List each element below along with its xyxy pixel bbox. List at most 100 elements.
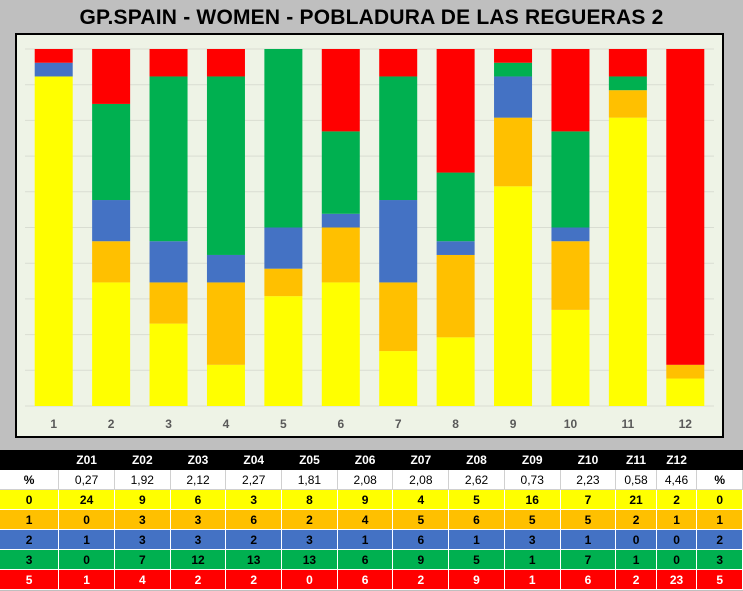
table-cell: 5 — [504, 509, 561, 530]
table-cell: 2 — [281, 509, 338, 530]
bar-segment — [436, 241, 475, 255]
table-cell: 6 — [392, 529, 450, 550]
table-cell: 16 — [504, 489, 561, 510]
table-cell: 0,27 — [58, 469, 115, 490]
bar-segment — [92, 49, 131, 104]
bar-segment — [379, 200, 418, 283]
score-table: Z01 Z02 Z03 Z04 Z05 Z06 Z07 Z08 Z09 Z10 Z11 Z12% 0,2… — [0, 450, 743, 590]
table-cell — [696, 450, 743, 470]
bar-segment — [206, 49, 245, 77]
table-cell: 1 — [560, 529, 617, 550]
table-cell: 4 — [337, 509, 394, 530]
table-cell: Z02 — [114, 450, 171, 470]
bar-segment — [608, 90, 647, 118]
bar-segment — [321, 213, 360, 228]
table-cell: 0,73 — [504, 469, 561, 490]
bar-segment — [321, 131, 360, 214]
table-cell: 1 — [504, 549, 561, 570]
table-cell: 4,46 — [656, 469, 698, 490]
table-cell: Z05 — [281, 450, 338, 470]
bar-segment — [321, 282, 360, 406]
bar-segment — [92, 241, 131, 283]
table-cell: 9 — [114, 489, 171, 510]
bar-segment — [34, 49, 73, 63]
bar-segment — [379, 282, 418, 352]
table-cell: Z08 — [448, 450, 505, 470]
table-cell — [0, 450, 60, 470]
bar-segment — [321, 227, 360, 283]
bar-segment — [551, 309, 590, 406]
bar-segment — [436, 49, 475, 173]
table-cell: 7 — [560, 549, 617, 570]
x-tick-label: 2 — [108, 417, 115, 431]
table-cell: 1,92 — [114, 469, 171, 490]
x-tick-label: 3 — [165, 417, 172, 431]
table-cell: 5 — [0, 569, 60, 590]
table-cell: 2,62 — [448, 469, 505, 490]
table-cell: Z11 — [615, 450, 657, 470]
x-tick-label: 12 — [679, 417, 693, 431]
table-cell: 3 — [281, 529, 338, 550]
x-tick-label: 8 — [452, 417, 459, 431]
bar-segment — [666, 378, 705, 406]
table-cell: 2,12 — [170, 469, 227, 490]
table-cell: 2 — [696, 529, 743, 550]
table-cell: 1 — [58, 569, 115, 590]
bar-segment — [551, 49, 590, 132]
table-cell: 5 — [392, 509, 450, 530]
x-tick-label: 7 — [395, 417, 402, 431]
x-tick-label: 4 — [223, 417, 230, 431]
bar-segment — [92, 103, 131, 201]
table-cell: 3 — [225, 489, 283, 510]
table-row: 5 1 4 2 2 0 6 2 9 1 6 2 23 5 — [0, 569, 743, 590]
table-cell: 2 — [170, 569, 227, 590]
bar-segment — [264, 268, 303, 297]
table-cell: 2 — [656, 489, 698, 510]
bar-segment — [436, 254, 475, 338]
table-cell: 6 — [225, 509, 283, 530]
table-cell: 2 — [0, 529, 60, 550]
table-cell: 4 — [114, 569, 171, 590]
table-cell: Z01 — [58, 450, 115, 470]
bar-segment — [206, 76, 245, 255]
table-cell: 2 — [225, 529, 283, 550]
bar-segment — [666, 49, 705, 365]
table-cell: Z09 — [504, 450, 561, 470]
bar-segment — [608, 76, 647, 91]
x-tick-label: 6 — [337, 417, 344, 431]
table-cell: 1 — [696, 509, 743, 530]
table-cell: 3 — [0, 549, 60, 570]
table-cell: 2 — [615, 509, 657, 530]
bar-segment — [666, 364, 705, 379]
bar-segment — [92, 282, 131, 406]
table-cell: 2 — [615, 569, 657, 590]
bar-segment — [379, 49, 418, 77]
table-cell: 0 — [656, 529, 698, 550]
bar-segment — [494, 117, 533, 187]
table-cell: Z04 — [225, 450, 283, 470]
table-cell: 0 — [281, 569, 338, 590]
table-cell: Z12 — [656, 450, 698, 470]
table-cell: 2 — [225, 569, 283, 590]
table-cell: % — [0, 469, 60, 490]
table-cell: 3 — [504, 529, 561, 550]
table-cell: 23 — [656, 569, 698, 590]
bar-segment — [206, 282, 245, 365]
table-cell: 1 — [0, 509, 60, 530]
table-cell: 7 — [114, 549, 171, 570]
table-cell: 6 — [560, 569, 617, 590]
table-cell: 2 — [392, 569, 450, 590]
bar-segment — [149, 241, 188, 283]
table-cell: 0 — [58, 549, 115, 570]
table-cell: 6 — [170, 489, 227, 510]
bar-segment — [608, 117, 647, 407]
bar-segment — [551, 227, 590, 242]
table-cell: 3 — [170, 529, 227, 550]
table-cell: 6 — [337, 549, 394, 570]
bar-segment — [149, 49, 188, 77]
bar-segment — [494, 49, 533, 63]
table-cell: 7 — [560, 489, 617, 510]
bar-segment — [149, 282, 188, 324]
